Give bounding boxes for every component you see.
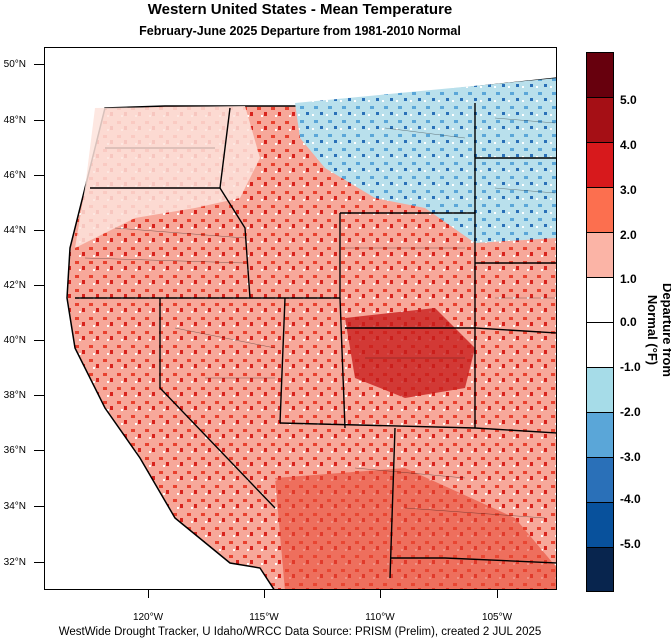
colorbar-swatch — [587, 413, 613, 458]
colorbar-label: 5.0 — [620, 93, 637, 107]
colorbar-label: -2.0 — [620, 405, 641, 419]
map-title: Western United States - Mean Temperature — [147, 1, 453, 18]
colorbar-swatch — [587, 548, 613, 591]
colorado-hot-core — [345, 308, 475, 398]
colorbar-swatch — [587, 323, 613, 368]
colorbar-title: Departure from Normal (°F) — [645, 283, 671, 377]
lat-label: 48°N — [3, 115, 26, 126]
lon-label: 110°W — [365, 612, 395, 623]
temperature-map — [44, 47, 557, 590]
pacific-nw-region — [75, 106, 260, 248]
colorbar-swatch — [587, 188, 613, 233]
lat-label: 36°N — [3, 445, 26, 456]
lat-label: 50°N — [3, 59, 26, 70]
lon-label: 120°W — [132, 612, 164, 623]
lon-label: 105°W — [481, 612, 513, 623]
colorbar-label: -4.0 — [620, 492, 641, 506]
colorbar-label: -5.0 — [620, 537, 641, 551]
colorbar-swatch — [587, 458, 613, 503]
colorbar-swatch — [587, 143, 613, 188]
colorbar-label: 2.0 — [620, 228, 637, 242]
colorbar-swatch — [587, 368, 613, 413]
map-canvas — [45, 48, 556, 589]
lat-label: 34°N — [3, 501, 26, 512]
source-footer: WestWide Drought Tracker, U Idaho/WRCC D… — [58, 626, 542, 638]
colorbar-label: 0.0 — [620, 315, 637, 329]
lat-label: 46°N — [3, 170, 26, 181]
colorbar-label: 1.0 — [620, 272, 637, 286]
southwest-warm — [275, 468, 556, 589]
colorbar-swatch — [587, 278, 613, 323]
lon-label: 115°W — [249, 612, 279, 623]
lat-label: 42°N — [3, 280, 26, 291]
colorbar-swatch — [587, 98, 613, 143]
colorbar-swatch — [587, 233, 613, 278]
colorbar-swatch — [587, 503, 613, 548]
lat-label: 32°N — [3, 557, 26, 568]
lat-label: 38°N — [3, 390, 26, 401]
colorbar — [586, 52, 614, 592]
lat-label: 44°N — [3, 225, 26, 236]
colorbar-swatch — [587, 53, 613, 98]
state-boundaries — [75, 103, 556, 579]
lat-label: 40°N — [3, 335, 26, 346]
colorbar-label: -3.0 — [620, 450, 641, 464]
colorbar-label: -1.0 — [620, 360, 641, 374]
map-subtitle: February-June 2025 Departure from 1981-2… — [139, 24, 461, 38]
northern-plains-region — [295, 78, 556, 243]
colorbar-label: 4.0 — [620, 138, 637, 152]
colorbar-label: 3.0 — [620, 183, 637, 197]
